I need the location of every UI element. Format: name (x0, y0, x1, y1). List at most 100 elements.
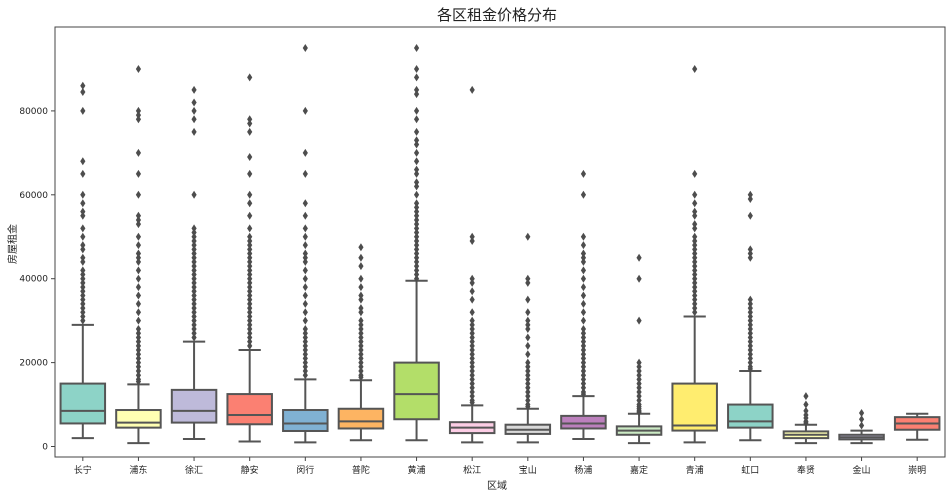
box-iqr (671, 382, 718, 432)
outlier-point (747, 304, 753, 313)
outlier-point (247, 190, 253, 199)
outlier-point (747, 320, 753, 329)
outlier-point (580, 325, 587, 334)
outlier-point (469, 392, 475, 401)
outlier-point (358, 274, 364, 283)
outlier-point (247, 316, 253, 325)
outlier-point (692, 299, 698, 308)
outlier-point (469, 371, 475, 380)
outlier-point (692, 291, 698, 300)
outlier-point (580, 329, 587, 338)
outlier-point (469, 333, 475, 342)
outlier-point (692, 308, 698, 317)
outlier-point (358, 354, 364, 363)
outlier-point (80, 299, 86, 308)
outlier-point (302, 241, 308, 250)
outlier-point (469, 236, 475, 245)
outlier-point (191, 287, 197, 296)
outlier-point (747, 333, 753, 342)
outlier-point (358, 283, 364, 292)
outlier-point (580, 291, 587, 300)
x-tick-label: 浦东 (129, 464, 147, 476)
outlier-point (80, 253, 86, 262)
outlier-point (191, 320, 197, 329)
y-tick-label: 80000 (19, 107, 48, 117)
outlier-point (580, 283, 587, 292)
outlier-point (636, 253, 642, 262)
outlier-point (135, 283, 142, 292)
outlier-point (247, 127, 253, 136)
outlier-point (525, 362, 531, 371)
outlier-point (580, 232, 587, 241)
outlier-point (580, 379, 587, 388)
outlier-point (580, 358, 587, 367)
outlier-point (191, 291, 197, 300)
outlier-point (247, 73, 253, 82)
outlier-point (247, 153, 253, 162)
outlier-point (747, 195, 753, 203)
outlier-point (469, 398, 475, 407)
outlier-point (191, 85, 197, 94)
outlier-point (413, 136, 420, 145)
outlier-point (80, 308, 86, 317)
outlier-point (135, 266, 142, 275)
outlier-point (247, 291, 253, 300)
outlier-point (80, 270, 86, 279)
outlier-point (636, 316, 642, 325)
outlier-point (692, 190, 698, 199)
outlier-point (358, 350, 364, 359)
outlier-point (191, 253, 197, 262)
outlier-point (636, 358, 642, 367)
outlier-point (358, 333, 364, 342)
outlier-point (191, 304, 197, 313)
outlier-point (191, 127, 197, 136)
outlier-point (803, 400, 809, 409)
outlier-point (692, 232, 698, 241)
outlier-point (135, 115, 142, 124)
outlier-point (135, 362, 142, 371)
outlier-point (135, 232, 142, 241)
outlier-point (692, 295, 698, 304)
outlier-point (692, 283, 698, 292)
x-tick-label: 徐汇 (185, 464, 203, 476)
outlier-point (302, 169, 308, 178)
outlier-point (191, 266, 197, 275)
x-tick-label: 奉贤 (797, 464, 815, 476)
outlier-point (358, 362, 364, 371)
outlier-point (469, 308, 475, 317)
outlier-point (747, 308, 753, 317)
outlier-point (80, 283, 86, 292)
outlier-point (247, 224, 253, 233)
outlier-point (247, 266, 253, 275)
outlier-point (747, 312, 753, 321)
outlier-point (747, 346, 753, 355)
outlier-point (580, 333, 587, 342)
outlier-point (302, 257, 308, 266)
chart-title: 各区租金价格分布 (437, 6, 557, 24)
outlier-point (302, 371, 308, 380)
outlier-point (636, 408, 642, 417)
outlier-point (469, 337, 475, 346)
outlier-point (302, 346, 308, 355)
outlier-point (302, 325, 308, 334)
outlier-point (302, 333, 308, 342)
outlier-point (191, 329, 197, 338)
outlier-point (413, 115, 420, 124)
outlier-point (747, 364, 753, 373)
outlier-point (525, 396, 531, 405)
outlier-point (747, 249, 753, 258)
y-tick-label: 60000 (19, 191, 48, 201)
outlier-point (413, 157, 420, 166)
outlier-point (469, 350, 475, 359)
outlier-point (413, 43, 420, 52)
outlier-point (413, 228, 420, 237)
outlier-point (135, 341, 142, 350)
outlier-point (191, 283, 197, 292)
outlier-point (692, 207, 698, 216)
outlier-point (80, 207, 86, 216)
outlier-point (692, 304, 698, 313)
outlier-point (80, 316, 86, 325)
outlier-point (247, 236, 253, 245)
y-tick-label: 0 (42, 443, 48, 453)
outlier-point (580, 190, 587, 199)
